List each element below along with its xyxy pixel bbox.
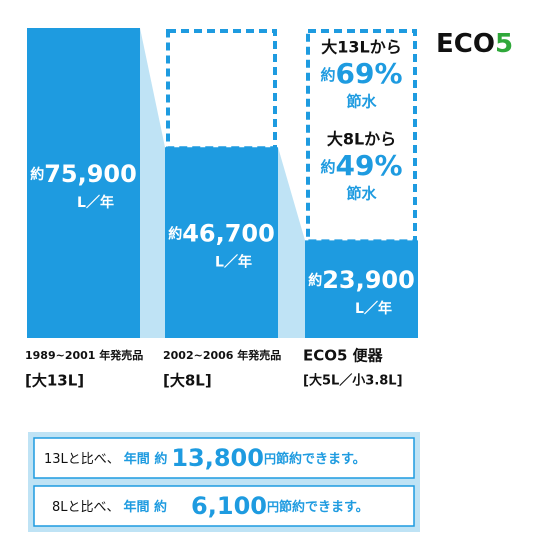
connector bbox=[278, 147, 305, 338]
summary-row bbox=[33, 437, 415, 479]
value-unit: L／年 bbox=[215, 254, 252, 271]
summary-compare: 13Lと比べ、 bbox=[44, 452, 120, 467]
summary-compare: 8Lと比べ、 bbox=[52, 500, 120, 515]
value-number: 46,700 bbox=[182, 220, 275, 248]
bar bbox=[165, 147, 278, 338]
savings-rate: 約49% bbox=[320, 149, 402, 182]
summary-period: 年間 約 bbox=[124, 499, 168, 515]
value-prefix: 約 bbox=[308, 272, 322, 289]
summary-unit: 円 bbox=[267, 500, 279, 514]
value-number: 23,900 bbox=[322, 266, 415, 294]
summary-row bbox=[33, 485, 415, 527]
savings-prefix: 約 bbox=[320, 66, 335, 84]
logo-accent: 5 bbox=[495, 29, 513, 59]
savings-prefix: 約 bbox=[320, 158, 335, 176]
value-label: 約46,700 bbox=[168, 220, 275, 248]
bar bbox=[305, 240, 418, 338]
savings-value: 49% bbox=[335, 149, 402, 182]
category-sublabel: [大5L／小3.8L] bbox=[303, 373, 403, 389]
summary-unit: 円 bbox=[264, 452, 276, 466]
value-prefix: 約 bbox=[168, 226, 182, 243]
reference-outline bbox=[166, 29, 277, 151]
summary-text: 8Lと比べ、 年間 約 6,100円節約できます。 bbox=[52, 492, 369, 520]
connector bbox=[140, 28, 165, 338]
value-label: 約23,900 bbox=[308, 266, 415, 294]
category-label: ECO5 便器 bbox=[303, 347, 384, 365]
summary-text: 13Lと比べ、 年間 約 13,800円節約できます。 bbox=[44, 444, 366, 472]
savings-from: 大13Lから bbox=[321, 38, 401, 57]
value-unit: L／年 bbox=[77, 194, 114, 211]
savings-from: 大8Lから bbox=[327, 130, 396, 149]
savings-text: 節水 bbox=[346, 93, 377, 111]
value-number: 75,900 bbox=[44, 160, 137, 188]
category-sublabel: [大13L] bbox=[25, 372, 84, 390]
summary-value: 13,800 bbox=[171, 444, 264, 472]
logo-text: ECO bbox=[436, 29, 495, 59]
summary-tail: 節約できます。 bbox=[279, 499, 369, 515]
value-unit: L／年 bbox=[355, 300, 392, 317]
value-prefix: 約 bbox=[30, 166, 44, 183]
category-label: 2002~2006 年発売品 bbox=[163, 348, 281, 362]
savings-value: 69% bbox=[335, 57, 402, 90]
savings-rate: 約69% bbox=[320, 57, 402, 90]
category-sublabel: [大8L] bbox=[163, 372, 212, 390]
logo: ECO5 bbox=[436, 29, 513, 59]
savings-text: 節水 bbox=[346, 185, 377, 203]
summary-tail: 節約できます。 bbox=[276, 451, 366, 467]
bar bbox=[27, 28, 140, 338]
summary-value: 6,100 bbox=[191, 492, 267, 520]
category-label: 1989~2001 年発売品 bbox=[25, 348, 143, 362]
value-label: 約75,900 bbox=[30, 160, 137, 188]
summary-period: 年間 約 bbox=[124, 451, 168, 467]
